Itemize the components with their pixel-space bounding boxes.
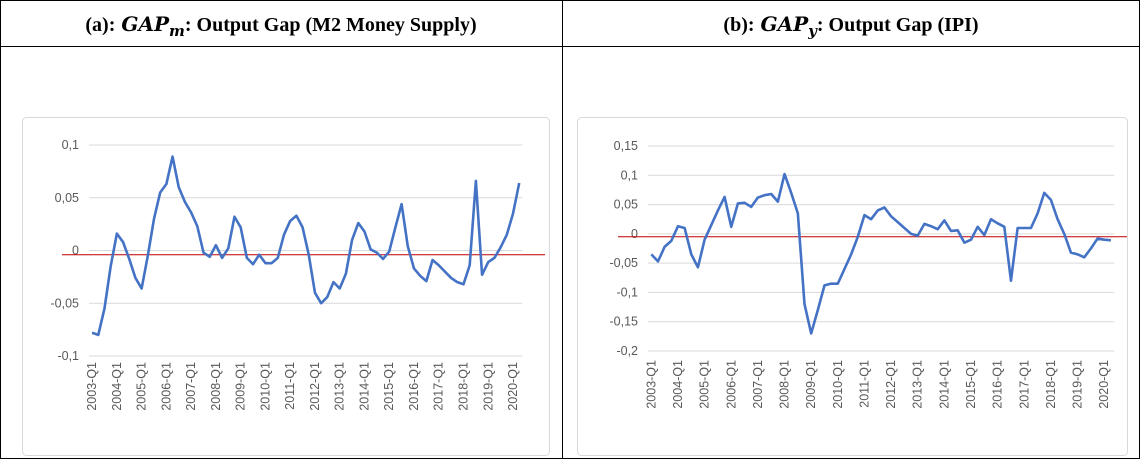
x-tick-label: 2017-Q1 (1017, 360, 1031, 409)
x-tick-label: 2011-Q1 (283, 362, 297, 410)
x-tick-label: 2007-Q1 (751, 360, 765, 409)
x-tick-label: 2005-Q1 (698, 360, 712, 409)
x-tick-label: 2014-Q1 (357, 362, 371, 411)
x-tick-label: 2017-Q1 (432, 362, 446, 411)
x-tick-label: 2016-Q1 (407, 362, 421, 411)
title-label: (a): (85, 14, 115, 36)
x-tick-label: 2009-Q1 (234, 362, 248, 411)
y-tick-label: 0,1 (62, 138, 79, 152)
data-line (650, 172, 1111, 335)
y-tick-label: 0 (72, 244, 79, 258)
x-tick-label: 2006-Q1 (724, 360, 738, 409)
x-tick-label: 2011-Q1 (857, 360, 871, 408)
y-tick-label: -0,05 (51, 296, 80, 310)
x-tick-label: 2010-Q1 (258, 362, 272, 411)
x-tick-label: 2019-Q1 (481, 362, 495, 411)
title-subscript: y (807, 22, 818, 40)
title-symbol: GAP (761, 12, 810, 36)
x-tick-label: 2003-Q1 (644, 360, 658, 409)
x-tick-label: 2003-Q1 (85, 362, 99, 411)
chart-title: (b): GAPy: Output Gap (IPI) (723, 12, 978, 40)
x-tick-label: 2009-Q1 (804, 360, 818, 409)
y-tick-label: 0,15 (614, 139, 638, 153)
y-tick-label: -0,2 (616, 344, 638, 358)
x-tick-label: 2012-Q1 (308, 362, 322, 411)
x-tick-label: 2015-Q1 (964, 360, 978, 409)
title-suffix: : Output Gap (IPI) (817, 14, 979, 36)
x-tick-label: 2020-Q1 (506, 362, 520, 411)
title-label: (b): (723, 14, 754, 36)
x-tick-label: 2008-Q1 (778, 360, 792, 409)
x-tick-label: 2013-Q1 (333, 362, 347, 411)
y-tick-label: -0,05 (610, 256, 639, 270)
x-tick-label: 2018-Q1 (456, 362, 470, 411)
x-tick-label: 2013-Q1 (911, 360, 925, 409)
title-symbol: GAP (121, 12, 170, 36)
y-tick-label: 0 (631, 227, 638, 241)
title-suffix: : Output Gap (M2 Money Supply) (185, 14, 477, 36)
x-tick-label: 2012-Q1 (884, 360, 898, 409)
x-tick-label: 2015-Q1 (382, 362, 396, 411)
x-tick-label: 2018-Q1 (1044, 360, 1058, 409)
x-tick-label: 2004-Q1 (110, 362, 124, 411)
x-tick-label: 2020-Q1 (1097, 360, 1111, 409)
y-tick-label: 0,1 (621, 168, 638, 182)
x-tick-label: 2008-Q1 (209, 362, 223, 411)
y-tick-label: 0,05 (614, 198, 638, 212)
x-tick-label: 2010-Q1 (831, 360, 845, 409)
y-tick-label: -0,1 (616, 285, 638, 299)
x-tick-label: 2019-Q1 (1071, 360, 1085, 409)
title-subscript: m (169, 22, 185, 40)
x-tick-label: 2006-Q1 (159, 362, 173, 411)
x-tick-label: 2005-Q1 (135, 362, 149, 411)
chart-title: (a): GAPm: Output Gap (M2 Money Supply) (85, 12, 476, 40)
y-tick-label: -0,15 (610, 315, 639, 329)
y-tick-label: -0,1 (57, 349, 79, 363)
y-tick-label: 0,05 (55, 191, 79, 205)
x-tick-label: 2016-Q1 (991, 360, 1005, 409)
chart-frame (22, 117, 550, 456)
x-tick-label: 2004-Q1 (671, 360, 685, 409)
x-tick-label: 2007-Q1 (184, 362, 198, 411)
chart-frame (577, 117, 1128, 456)
data-line (91, 155, 521, 337)
x-tick-label: 2014-Q1 (937, 360, 951, 409)
